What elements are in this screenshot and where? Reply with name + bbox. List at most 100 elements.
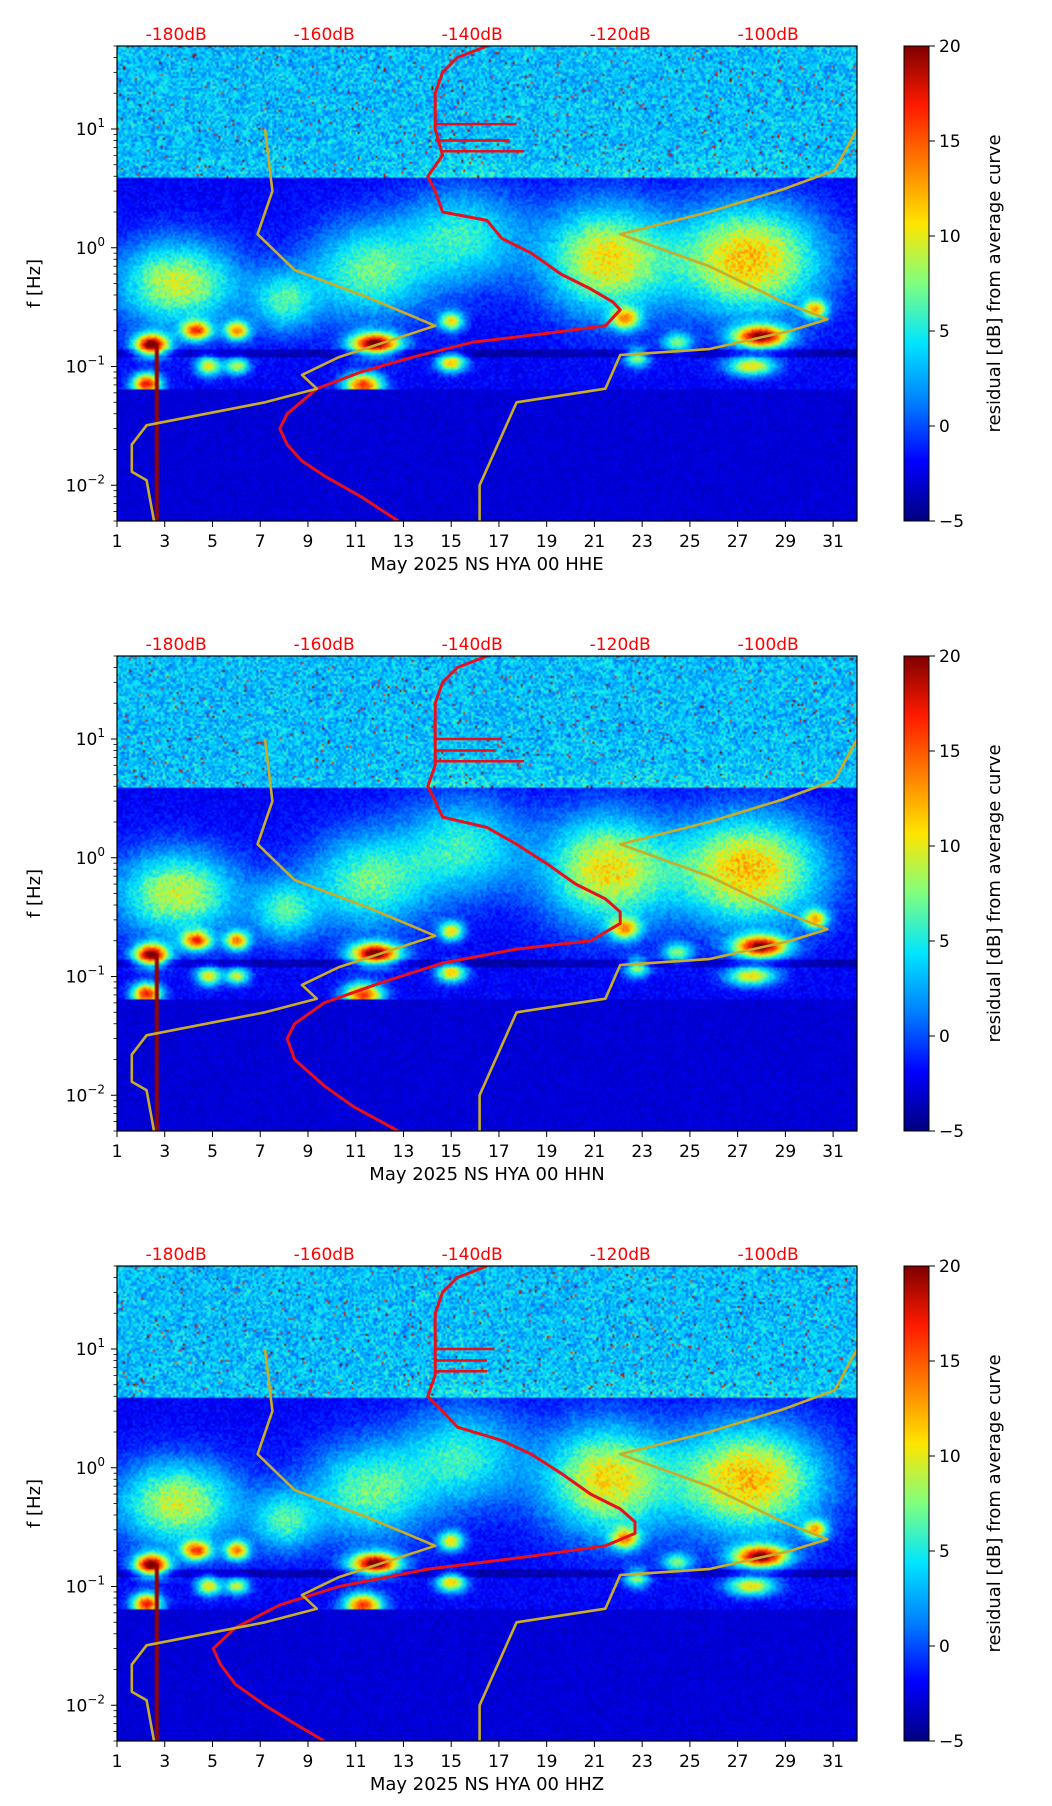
y-axis-title: f [Hz] (24, 869, 45, 918)
x-tick-label: 3 (159, 532, 170, 552)
x-tick-label: 27 (727, 1752, 749, 1772)
x-tick-label: 31 (822, 532, 844, 552)
x-tick-label: 9 (303, 1142, 314, 1162)
nlnm-curve (130, 738, 437, 1131)
colorbar-tick-label: 20 (939, 647, 961, 667)
colorbar: −5 0 5 10 15 20 residual [dB] from average cur… (903, 37, 1005, 532)
y-axis-title: f [Hz] (24, 259, 45, 308)
median-psd-curve (278, 46, 622, 521)
db-scale-label: -160dB (294, 1245, 355, 1265)
y-tick-label: 100 (76, 845, 105, 869)
nlnm-curve (130, 128, 437, 521)
db-scale-label: -100dB (738, 25, 799, 45)
x-tick-label: 21 (584, 1142, 606, 1162)
y-tick-label: 101 (76, 726, 105, 750)
x-tick-label: 11 (345, 532, 367, 552)
y-tick-label: 100 (76, 1455, 105, 1479)
db-scale-label: -120dB (590, 25, 651, 45)
colorbar-title: residual [dB] from average curve (984, 134, 1005, 432)
x-tick-label: 13 (393, 1142, 415, 1162)
x-tick-label: 27 (727, 1142, 749, 1162)
x-tick-label: 13 (393, 1752, 415, 1772)
colorbar-tick-label: 0 (939, 417, 950, 437)
x-tick-label: 21 (584, 1752, 606, 1772)
colorbar-title: residual [dB] from average curve (984, 744, 1005, 1042)
colorbar-tick-label: 15 (939, 1352, 961, 1372)
db-scale-label: -160dB (294, 25, 355, 45)
db-scale-label: -140dB (442, 25, 503, 45)
y-tick-label: 101 (76, 1336, 105, 1360)
colorbar: −5 0 5 10 15 20 residual [dB] from average cur… (903, 647, 1005, 1142)
nhnm-curve (478, 128, 857, 521)
db-scale-label: -180dB (146, 635, 207, 655)
db-scale-label: -160dB (294, 635, 355, 655)
x-tick-label: 5 (207, 1752, 218, 1772)
x-tick-label: 31 (822, 1142, 844, 1162)
x-tick-label: 23 (631, 1142, 653, 1162)
db-scale-label: -180dB (146, 25, 207, 45)
x-tick-label: 17 (488, 1752, 510, 1772)
median-psd-curve (285, 656, 622, 1131)
x-tick-label: 3 (159, 1142, 170, 1162)
x-tick-label: 1 (112, 532, 123, 552)
colorbar-tick-label: 5 (939, 322, 950, 342)
x-tick-label: 19 (536, 532, 558, 552)
spectrogram-panel-2: 1 3 5 7 9 11 13 15 17 19 21 23 25 27 29 3110−210−110010… (24, 635, 1005, 1185)
db-scale-label: -180dB (146, 1245, 207, 1265)
colorbar-tick-label: 10 (939, 1447, 961, 1467)
x-tick-label: 23 (631, 532, 653, 552)
colorbar-tick-label: 10 (939, 227, 961, 247)
nlnm-curve (130, 1348, 437, 1741)
x-tick-label: 13 (393, 532, 415, 552)
x-tick-label: 7 (255, 1142, 266, 1162)
colorbar-tick-label: 20 (939, 1257, 961, 1277)
x-axis-title: May 2025 NS HYA 00 HHE (370, 554, 603, 575)
spectrogram-panel-3: 1 3 5 7 9 11 13 15 17 19 21 23 25 27 29 3110−210−110010… (24, 1245, 1005, 1795)
x-tick-label: 3 (159, 1752, 170, 1772)
db-scale-label: -140dB (442, 1245, 503, 1265)
x-tick-label: 27 (727, 532, 749, 552)
colorbar: −5 0 5 10 15 20 residual [dB] from average cur… (903, 1257, 1005, 1752)
y-axis-title: f [Hz] (24, 1479, 45, 1528)
y-tick-label: 10−2 (66, 1692, 105, 1716)
y-tick-label: 101 (76, 116, 105, 140)
x-tick-label: 29 (775, 1142, 797, 1162)
x-tick-label: 7 (255, 1752, 266, 1772)
colorbar-scale (903, 45, 930, 522)
db-scale-label: -140dB (442, 635, 503, 655)
x-tick-label: 7 (255, 532, 266, 552)
x-tick-label: 15 (440, 1142, 462, 1162)
y-tick-label: 10−1 (66, 354, 105, 378)
x-tick-label: 31 (822, 1752, 844, 1772)
x-tick-label: 29 (775, 1752, 797, 1772)
x-tick-label: 23 (631, 1752, 653, 1772)
x-tick-label: 1 (112, 1752, 123, 1772)
x-tick-label: 17 (488, 532, 510, 552)
colorbar-tick-label: −5 (939, 1122, 964, 1142)
colorbar-tick-label: 10 (939, 837, 961, 857)
x-tick-label: 15 (440, 532, 462, 552)
nhnm-curve (478, 1348, 857, 1741)
x-tick-label: 19 (536, 1752, 558, 1772)
curves (130, 46, 857, 521)
db-scale-label: -100dB (738, 1245, 799, 1265)
colorbar-tick-label: 5 (939, 1542, 950, 1562)
x-tick-label: 11 (345, 1752, 367, 1772)
colorbar-title: residual [dB] from average curve (984, 1354, 1005, 1652)
colorbar-tick-label: −5 (939, 512, 964, 532)
curves (130, 656, 857, 1131)
colorbar-tick-label: 0 (939, 1027, 950, 1047)
x-axis-title: May 2025 NS HYA 00 HHN (369, 1164, 604, 1185)
x-axis-title: May 2025 NS HYA 00 HHZ (370, 1774, 604, 1795)
x-tick-label: 5 (207, 532, 218, 552)
x-tick-label: 21 (584, 532, 606, 552)
y-tick-label: 100 (76, 235, 105, 259)
colorbar-tick-label: 5 (939, 932, 950, 952)
y-tick-label: 10−1 (66, 964, 105, 988)
y-tick-label: 10−2 (66, 1082, 105, 1106)
x-tick-label: 25 (679, 1752, 701, 1772)
db-scale-label: -120dB (590, 635, 651, 655)
colorbar-tick-label: 15 (939, 132, 961, 152)
